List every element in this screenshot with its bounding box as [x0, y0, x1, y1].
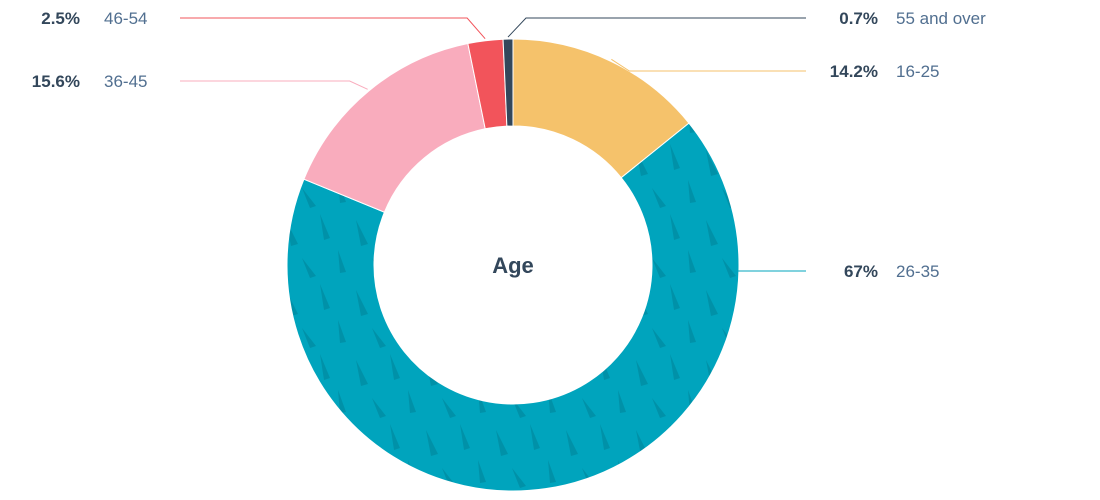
- category-label-26-35: 26-35: [896, 262, 939, 281]
- slice-26-35[interactable]: [286, 122, 740, 492]
- leader-lines-group: [180, 17, 806, 272]
- category-label-36-45: 36-45: [104, 72, 147, 91]
- value-label-55-and-over: 0.7%: [839, 9, 878, 28]
- leader-line-55-and-over: [507, 17, 806, 38]
- labels-group: 14.2% 16-25 67% 26-35 15.6% 36-45 2.5% 46-54 0.7…: [32, 9, 986, 281]
- value-label-16-25: 14.2%: [830, 62, 878, 81]
- category-label-46-54: 46-54: [104, 9, 147, 28]
- category-label-55-and-over: 55 and over: [896, 9, 986, 28]
- chart-title: Age: [492, 253, 534, 278]
- slice-55-and-over[interactable]: [502, 38, 514, 127]
- category-label-16-25: 16-25: [896, 62, 939, 81]
- value-label-26-35: 67%: [844, 262, 878, 281]
- leader-line-46-54: [180, 17, 486, 40]
- leader-line-16-25: [611, 58, 806, 72]
- slices-group: [286, 38, 740, 492]
- slice-36-45[interactable]: [303, 42, 486, 213]
- leader-line-36-45: [180, 80, 368, 90]
- value-label-46-54: 2.5%: [41, 9, 80, 28]
- value-label-36-45: 15.6%: [32, 72, 80, 91]
